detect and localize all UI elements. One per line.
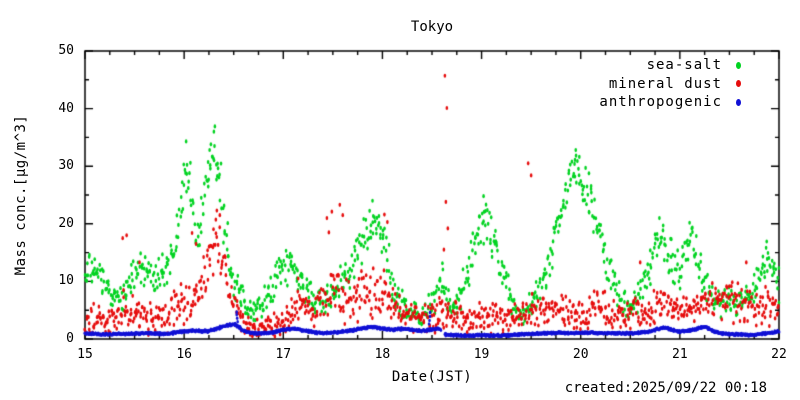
legend: sea-salt mineral dust anthropogenic xyxy=(599,56,800,112)
y-tick-label-0: 0 xyxy=(66,331,74,346)
x-tick-label-19: 19 xyxy=(473,347,490,362)
x-tick-label-17: 17 xyxy=(275,347,292,362)
legend-label-mineral-dust: mineral dust xyxy=(608,75,722,92)
y-tick-label-30: 30 xyxy=(58,158,74,174)
legend-marker-box xyxy=(731,61,745,69)
x-tick-label-18: 18 xyxy=(374,347,391,362)
anthropogenic-dot-icon xyxy=(735,98,741,106)
legend-label-anthropogenic: anthropogenic xyxy=(599,94,722,111)
legend-item-mineral-dust: mineral dust xyxy=(599,75,800,94)
y-axis-label: Mass conc.[μg/m^3] xyxy=(13,114,29,276)
legend-marker-box xyxy=(731,80,745,88)
legend-item-anthropogenic: anthropogenic xyxy=(599,93,800,112)
sea-salt-dot-icon xyxy=(735,61,741,69)
y-tick-label-50: 50 xyxy=(58,43,74,58)
created-timestamp: created:2025/09/22 00:18 xyxy=(564,380,767,396)
x-tick-label-20: 20 xyxy=(572,347,589,362)
x-axis-label: Date(JST) xyxy=(391,369,473,385)
x-tick-label-15: 15 xyxy=(77,347,93,362)
legend-marker-box xyxy=(731,98,745,106)
x-tick-label-16: 16 xyxy=(176,347,192,362)
chart-title: Tokyo xyxy=(410,19,454,35)
x-tick-label-22: 22 xyxy=(771,347,787,362)
x-tick-label-21: 21 xyxy=(672,347,688,362)
legend-label-sea-salt: sea-salt xyxy=(646,57,722,74)
y-tick-label-20: 20 xyxy=(58,215,74,231)
y-tick-label-40: 40 xyxy=(58,100,74,116)
legend-item-sea-salt: sea-salt xyxy=(599,56,800,75)
mineral-dust-dot-icon xyxy=(735,80,741,88)
y-tick-label-10: 10 xyxy=(58,273,74,289)
